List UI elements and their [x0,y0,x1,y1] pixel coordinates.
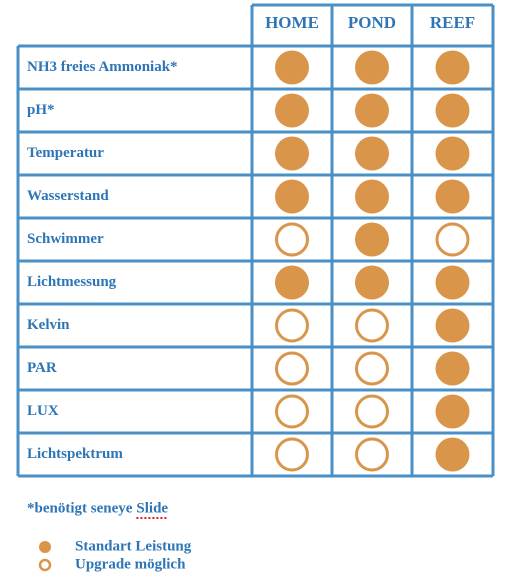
filled-circle [275,93,309,128]
filled-circle [435,308,470,343]
open-circle [355,308,389,343]
filled-circle [435,437,470,472]
filled-circle [275,136,309,171]
open-circle [275,351,309,386]
filled-circle [275,50,309,85]
row-label: Wasserstand [27,188,109,204]
footnote: *benötigt seneye [27,500,133,516]
open-circle [355,437,389,472]
open-circle [435,222,470,257]
row-label: NH3 freies Ammoniak* [27,59,178,75]
column-header: POND [348,13,396,32]
row-label: PAR [27,360,57,376]
row-label: Lichtspektrum [27,446,123,462]
filled-circle [435,394,470,429]
filled-circle [435,136,470,171]
filled-circle [355,222,389,257]
open-circle [275,394,309,429]
open-circle [355,351,389,386]
row-label: LUX [27,403,59,419]
footnote-link: Slide [136,500,168,516]
legend-label: Upgrade möglich [75,556,186,572]
filled-circle [355,179,389,214]
filled-circle [355,50,389,85]
filled-circle [435,179,470,214]
legend-filled [39,541,51,553]
filled-circle [435,351,470,386]
filled-circle [355,265,389,300]
row-label: Temperatur [27,145,104,161]
row-label: Kelvin [27,317,70,333]
row-label: Lichtmessung [27,274,117,290]
row-label: Schwimmer [27,231,104,247]
open-circle [355,394,389,429]
filled-circle [355,93,389,128]
filled-circle [435,93,470,128]
open-circle [275,222,309,257]
legend-open [38,558,52,572]
open-circle [275,437,309,472]
filled-circle [435,50,470,85]
column-header: REEF [430,13,475,32]
open-circle [275,308,309,343]
filled-circle [435,265,470,300]
filled-circle [275,179,309,214]
filled-circle [275,265,309,300]
legend-label: Standart Leistung [75,538,192,554]
column-header: HOME [265,13,319,32]
filled-circle [355,136,389,171]
row-label: pH* [27,102,55,118]
